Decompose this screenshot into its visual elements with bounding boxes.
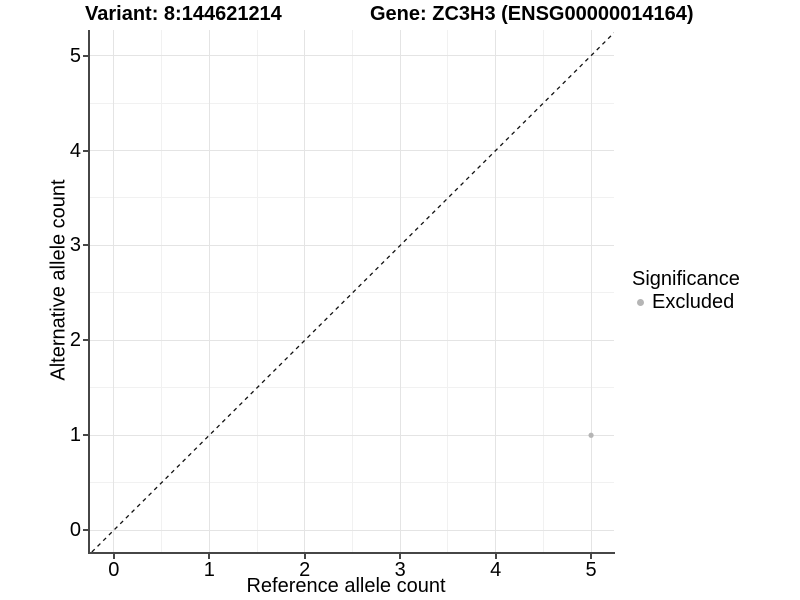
major-gridline-horizontal: [89, 529, 614, 531]
y-tick-label: 3: [69, 234, 81, 257]
y-tick-label: 5: [69, 44, 81, 67]
minor-gridline-horizontal: [89, 387, 614, 389]
major-gridline-vertical: [208, 30, 210, 552]
x-tick-label: 0: [108, 559, 120, 581]
minor-gridline-horizontal: [89, 292, 614, 294]
major-gridline-horizontal: [89, 244, 614, 246]
x-axis-tick: [590, 554, 593, 559]
major-gridline-vertical: [495, 30, 497, 552]
x-tick-label: 1: [203, 559, 215, 581]
x-axis-tick: [303, 554, 306, 559]
plot-title-gene: Gene: ZC3H3 (ENSG00000014164): [370, 3, 694, 25]
x-axis-tick: [399, 554, 402, 559]
major-gridline-horizontal: [89, 55, 614, 57]
minor-gridline-vertical: [256, 30, 258, 552]
x-axis-tick: [494, 554, 497, 559]
x-tick-label: 5: [585, 559, 597, 581]
x-tick-label: 2: [299, 559, 311, 581]
minor-gridline-vertical: [542, 30, 544, 552]
y-axis-tick: [83, 244, 88, 247]
x-axis-line: [88, 552, 615, 554]
x-tick-label: 3: [394, 559, 406, 581]
x-tick-label: 4: [490, 559, 502, 581]
x-axis-tick: [208, 554, 211, 559]
major-gridline-vertical: [399, 30, 401, 552]
y-tick-label: 2: [69, 329, 81, 352]
legend-item-excluded: Excluded: [630, 291, 740, 313]
plot-title-variant: Variant: 8:144621214: [85, 3, 282, 25]
major-gridline-vertical: [590, 30, 592, 552]
x-axis-title: Reference allele count: [246, 575, 446, 597]
y-axis-tick: [83, 434, 88, 437]
major-gridline-vertical: [304, 30, 306, 552]
major-gridline-horizontal: [89, 339, 614, 341]
legend-title: Significance: [632, 268, 740, 290]
data-point: [588, 432, 594, 438]
y-tick-label: 1: [69, 424, 81, 447]
y-tick-label: 0: [69, 519, 81, 542]
y-axis-tick: [83, 54, 88, 57]
legend: Significance Excluded: [630, 268, 740, 313]
minor-gridline-vertical: [351, 30, 353, 552]
minor-gridline-horizontal: [89, 197, 614, 199]
major-gridline-horizontal: [89, 150, 614, 152]
plot-panel: [89, 30, 614, 552]
identity-line: [91, 32, 614, 552]
major-gridline-horizontal: [89, 434, 614, 436]
legend-point-icon: [637, 298, 644, 306]
y-axis-tick: [83, 339, 88, 342]
y-tick-label: 4: [69, 139, 81, 162]
minor-gridline-vertical: [161, 30, 163, 552]
y-axis-line: [88, 30, 90, 554]
x-axis-tick: [112, 554, 115, 559]
legend-item-label: Excluded: [652, 291, 735, 313]
minor-gridline-horizontal: [89, 482, 614, 484]
major-gridline-vertical: [113, 30, 115, 552]
y-axis-tick: [83, 149, 88, 152]
minor-gridline-horizontal: [89, 102, 614, 104]
panel-canvas: [91, 32, 614, 552]
minor-gridline-vertical: [447, 30, 449, 552]
y-axis-tick: [83, 529, 88, 532]
